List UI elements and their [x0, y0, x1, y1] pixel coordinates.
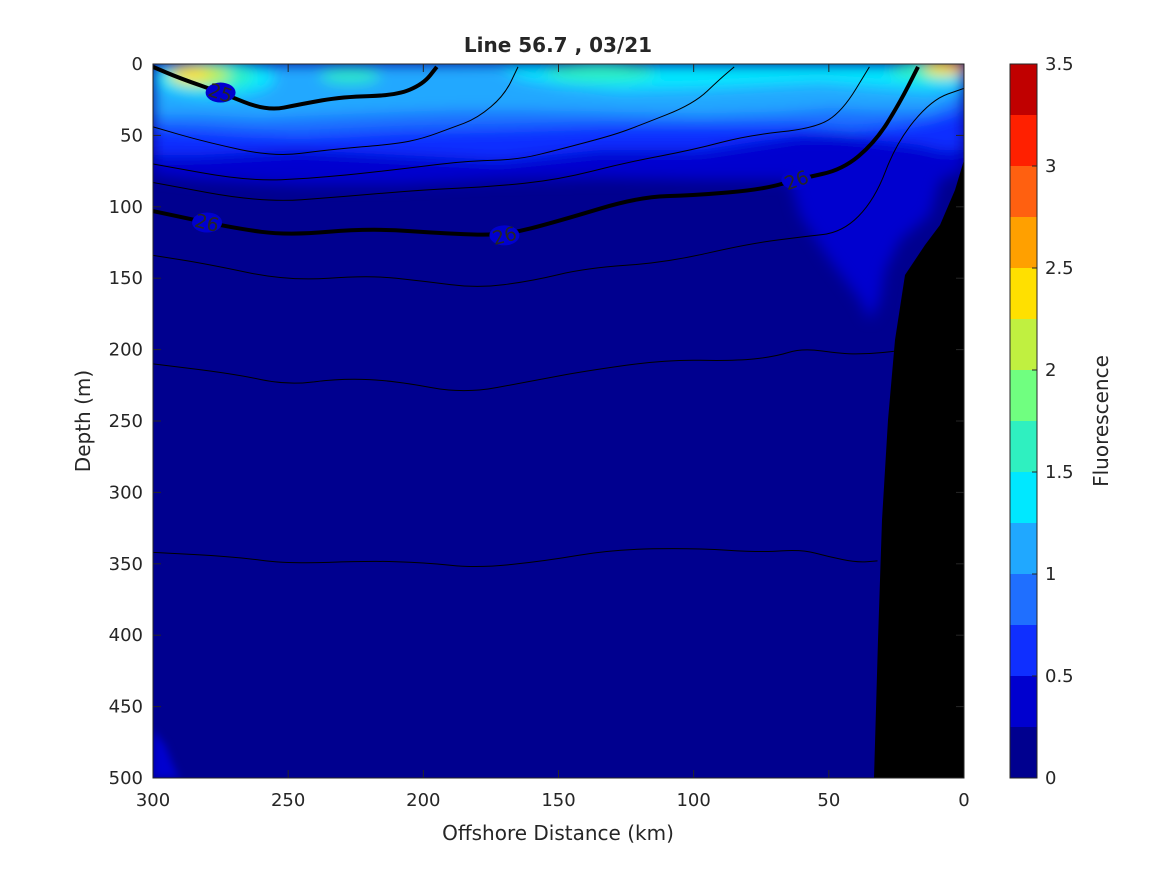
y-tick-label: 150	[109, 268, 143, 289]
isopycnal-line	[153, 66, 735, 181]
x-tick-label: 150	[541, 790, 575, 811]
colorbar-swatch	[1010, 115, 1037, 166]
patch-mid-green	[545, 64, 655, 82]
x-tick-label: 50	[817, 790, 840, 811]
colorbar-tick-label: 1	[1045, 564, 1056, 585]
colorbar-tick-label: 0.5	[1045, 666, 1074, 687]
y-tick-label: 400	[109, 625, 143, 646]
isopycnal-bold-line	[153, 65, 439, 111]
isopycnal-line	[153, 87, 964, 287]
colorbar-swatch	[1010, 574, 1037, 625]
colorbar-tick-label: 2	[1045, 360, 1056, 381]
x-tick-label: 0	[958, 790, 969, 811]
colorbar: 0 0.5 1 1.5 2 2.5 3 3.5	[1009, 54, 1074, 789]
colorbar-tick-label: 1.5	[1045, 462, 1074, 483]
y-tick-label: 100	[109, 197, 143, 218]
colorbar-swatch	[1010, 268, 1037, 319]
bottom-left-patch	[153, 730, 180, 778]
contour-label-mask	[781, 169, 812, 190]
isopycnal-line	[153, 66, 870, 201]
y-tick-label: 0	[132, 54, 143, 75]
colorbar-label: Fluorescence	[1089, 355, 1113, 487]
isopycnal-line	[153, 349, 897, 392]
colorbar-swatch	[1010, 217, 1037, 268]
colorbar-swatch	[1010, 166, 1037, 217]
colorbar-swatch	[1010, 523, 1037, 574]
colorbar-swatch	[1010, 625, 1037, 676]
y-tick-label: 500	[109, 768, 143, 789]
y-tick-label: 450	[109, 697, 143, 718]
colorbar-swatch	[1010, 421, 1037, 472]
colorbar-frame	[1009, 63, 1038, 779]
isopycnal-bold-line	[153, 65, 920, 237]
y-tick-label: 250	[109, 411, 143, 432]
x-axis: 300 250 200 150 100 50 0	[136, 64, 970, 811]
chart-title: Line 56.7 , 03/21	[464, 33, 652, 57]
colorbar-swatch	[1010, 727, 1037, 778]
bathymetry	[874, 160, 964, 778]
colorbar-swatch	[1010, 370, 1037, 421]
contour-label-mask	[489, 225, 520, 246]
colorbar-tick-label: 3	[1045, 156, 1056, 177]
x-tick-label: 300	[136, 790, 170, 811]
colorbar-tick-label: 0	[1045, 768, 1056, 789]
colorbar-swatch	[1010, 472, 1037, 523]
contour-label-mask	[192, 212, 223, 233]
isopycnal-line	[153, 548, 878, 567]
colorbar-swatch	[1010, 676, 1037, 727]
patch-east-orange	[948, 64, 964, 73]
y-tick-label: 200	[109, 340, 143, 361]
isopycnal-line	[153, 66, 519, 155]
x-tick-label: 200	[406, 790, 440, 811]
y-axis-label: Depth (m)	[71, 370, 95, 472]
x-tick-label: 100	[676, 790, 710, 811]
y-axis: 0 50 100 150 200 250 300 350 400 450 500	[109, 54, 964, 789]
colorbar-tick-label: 2.5	[1045, 258, 1074, 279]
x-tick-label: 250	[271, 790, 305, 811]
y-tick-label: 50	[120, 125, 143, 146]
y-tick-label: 300	[109, 482, 143, 503]
colorbar-tick-label: 3.5	[1045, 54, 1074, 75]
colorbar-swatch	[1010, 319, 1037, 370]
contour-label-mask	[205, 82, 236, 103]
patch-mid-cyan	[320, 69, 380, 83]
y-tick-label: 350	[109, 554, 143, 575]
x-axis-label: Offshore Distance (km)	[442, 821, 674, 845]
colorbar-swatch	[1010, 64, 1037, 115]
